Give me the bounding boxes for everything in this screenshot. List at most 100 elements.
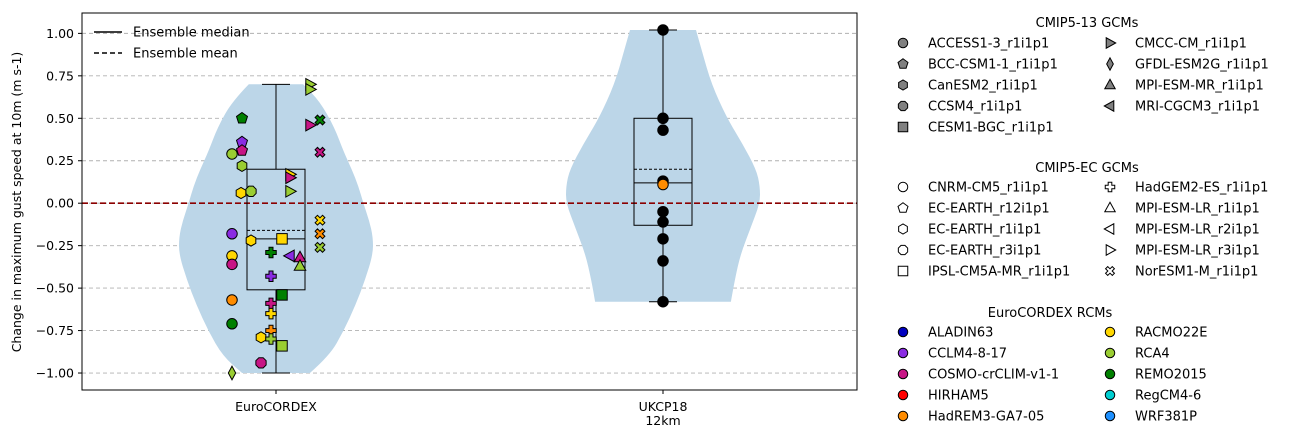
data-point: [657, 178, 669, 191]
legend-marker: [1103, 222, 1115, 236]
legend-marker: [897, 410, 909, 422]
legend-item-label: NorESM1-M_r1i1p1: [1135, 265, 1258, 280]
data-point: [305, 118, 318, 132]
legend-rcms: EuroCORDEX RCMs ALADIN63 CCLM4-8-17 COSMO-c…: [897, 306, 1207, 425]
legend-marker: [897, 347, 909, 359]
legend-item-label: RegCM4-6: [1135, 389, 1201, 404]
legend-item-label: COSMO-crCLIM-v1-1: [928, 368, 1059, 383]
legend-item-label: MPI-ESM-MR_r1i1p1: [1135, 79, 1264, 94]
legend-item-label: CanESM2_r1i1p1: [928, 79, 1038, 94]
data-point: [314, 241, 326, 253]
legend-marker: [897, 244, 909, 256]
legend-item-label: EC-EARTH_r12i1p1: [928, 202, 1050, 217]
legend-marker: [1106, 56, 1114, 72]
y-axis-label: Change in maximum gust speed at 10m (m s…: [9, 52, 24, 353]
data-point: [236, 159, 248, 172]
legend-item-label: CESM1-BGC_r1i1p1: [928, 121, 1054, 136]
legend-item-label: EC-EARTH_r1i1p1: [928, 223, 1041, 238]
data-point: [314, 114, 326, 126]
violin-body: [566, 30, 760, 302]
y-tick-label: −1.00: [36, 366, 74, 381]
legend-item-label: CNRM-CM5_r1i1p1: [928, 181, 1049, 196]
legend-item-label: MPI-ESM-LR_r1i1p1: [1135, 202, 1260, 217]
legend-item-label: HIRHAM5: [928, 389, 989, 404]
x-tick-label: EuroCORDEX: [235, 399, 317, 414]
legend-item-label: MPI-ESM-LR_r2i1p1: [1135, 223, 1260, 238]
legend-item-label: CMCC-CM_r1i1p1: [1135, 37, 1247, 52]
legend-marker: [897, 368, 909, 380]
y-tick-label: 0.00: [46, 196, 74, 211]
data-point: [314, 228, 326, 240]
data-point: [657, 124, 669, 136]
legend-item-label: RACMO22E: [1135, 326, 1207, 341]
x-tick-label: UKCP18: [639, 399, 688, 414]
data-point: [657, 233, 669, 245]
legend-item-label: MPI-ESM-LR_r3i1p1: [1135, 244, 1260, 259]
data-point: [226, 318, 238, 330]
legend-item-label: WRF381P: [1135, 410, 1197, 425]
data-point: [314, 146, 326, 158]
legend-marker: [1105, 36, 1117, 50]
legend-marker: [1103, 78, 1117, 90]
legend-marker: [897, 265, 909, 277]
legend-title: CMIP5-EC GCMs: [1035, 161, 1139, 176]
y-tick-label: −0.75: [36, 323, 74, 338]
data-point: [265, 270, 277, 282]
legend-item-label: MRI-CGCM3_r1i1p1: [1135, 100, 1260, 115]
legend-item-label: GFDL-ESM2G_r1i1p1: [1135, 58, 1269, 73]
legend-title: CMIP5-13 GCMs: [1036, 16, 1139, 31]
data-point: [245, 234, 257, 247]
legend-item-label: ACCESS1-3_r1i1p1: [928, 37, 1049, 52]
legend-marker: [1103, 99, 1115, 113]
legend-marker: [1104, 389, 1116, 401]
legend-line-label: Ensemble mean: [133, 47, 238, 62]
data-point: [255, 357, 267, 369]
data-point: [276, 289, 288, 301]
legend-item-label: IPSL-CM5A-MR_r1i1p1: [928, 265, 1070, 280]
data-point: [226, 148, 238, 160]
plot-frame: [81, 12, 858, 391]
line-legend: Ensemble median Ensemble mean: [94, 26, 250, 62]
legend-item-label: HadREM3-GA7-05: [928, 410, 1044, 425]
legend-cmip5-ec: CMIP5-EC GCMs CNRM-CM5_r1i1p1 EC-EARTH_r12…: [897, 161, 1268, 280]
legend-marker: [1104, 181, 1116, 193]
data-point: [657, 216, 669, 228]
legend-marker: [1104, 368, 1116, 380]
legend-item-label: ALADIN63: [928, 326, 993, 341]
data-point: [226, 258, 238, 271]
legend-marker: [897, 181, 909, 193]
data-point: [245, 185, 257, 197]
y-tick-label: 0.50: [46, 111, 74, 126]
legend-marker: [1104, 347, 1116, 359]
legend-marker: [897, 389, 909, 401]
legend-marker: [897, 202, 909, 213]
legend-item-label: HadGEM2-ES_r1i1p1: [1135, 181, 1268, 196]
data-point: [235, 111, 249, 124]
legend-marker: [898, 223, 908, 235]
legend-marker: [1104, 326, 1116, 338]
legend-title: EuroCORDEX RCMs: [988, 306, 1113, 321]
data-point: [227, 365, 237, 381]
legend-item-label: REMO2015: [1135, 368, 1207, 383]
data-point: [285, 171, 298, 185]
data-point: [226, 294, 238, 306]
data-point: [314, 214, 326, 226]
legend-item-label: BCC-CSM1-1_r1i1p1: [928, 58, 1058, 73]
legend-marker: [1105, 243, 1117, 257]
y-tick-label: 0.25: [46, 153, 74, 168]
legend-item-label: EC-EARTH_r3i1p1: [928, 244, 1041, 259]
data-point: [285, 184, 298, 198]
data-point: [282, 249, 295, 263]
data-point: [255, 331, 267, 344]
y-tick-label: −0.50: [36, 281, 74, 296]
data-point: [276, 340, 288, 352]
data-point: [657, 112, 669, 125]
y-tick-label: 0.75: [46, 68, 74, 83]
legend-item-label: CCSM4_r1i1p1: [928, 100, 1022, 115]
data-point: [305, 82, 318, 97]
y-tick-label: −0.25: [36, 238, 74, 253]
data-point: [657, 24, 669, 36]
data-point: [657, 295, 669, 308]
